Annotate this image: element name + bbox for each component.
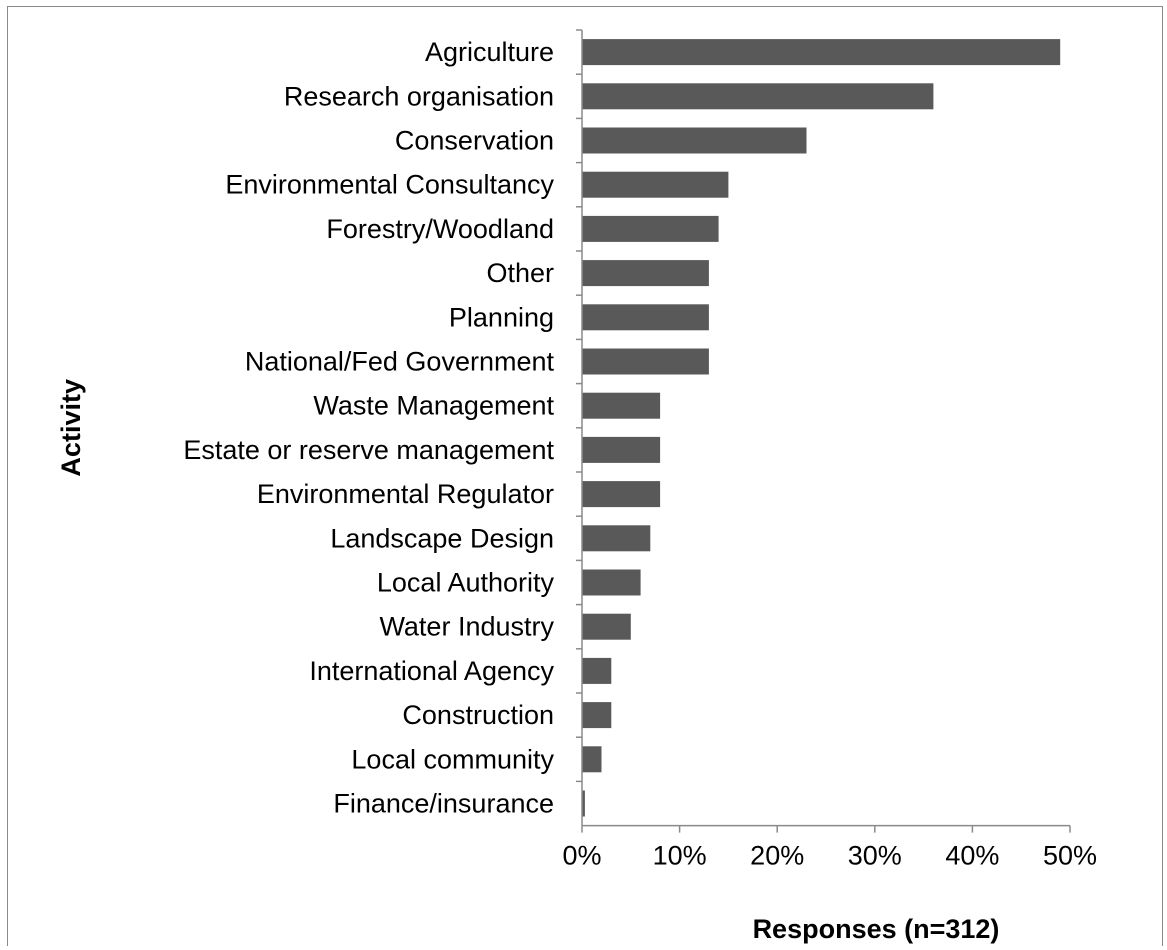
bar-13 (582, 569, 641, 596)
bar-18 (582, 790, 585, 817)
bar-14 (582, 613, 631, 640)
category-label: Finance/insurance (333, 789, 554, 819)
category-label: Local community (351, 744, 554, 774)
category-label: Water Industry (379, 612, 554, 642)
category-label: Construction (402, 700, 554, 730)
category-label: Forestry/Woodland (326, 214, 554, 244)
x-tick-label: 10% (653, 841, 707, 871)
category-label: Conservation (395, 126, 554, 156)
bars-group (582, 39, 1061, 817)
bar-12 (582, 525, 651, 552)
bar-11 (582, 481, 661, 508)
x-axis-title: Responses (n=312) (753, 914, 1000, 944)
bar-4 (582, 171, 729, 198)
category-label: International Agency (309, 656, 554, 686)
axes-group (576, 29, 1071, 833)
category-label: Environmental Consultancy (225, 170, 554, 200)
category-label: Landscape Design (330, 523, 554, 553)
chart-frame (7, 6, 1163, 946)
bar-6 (582, 260, 709, 287)
x-tick-label: 30% (848, 841, 902, 871)
x-tick-label: 50% (1043, 841, 1097, 871)
category-labels-group: Agriculture Research organisation Conserva… (183, 37, 554, 818)
bar-15 (582, 657, 612, 684)
tick-labels-group: 0% 10% 20% 30% 40% 50% (562, 841, 1097, 871)
bar-8 (582, 348, 709, 375)
category-label: Environmental Regulator (257, 479, 554, 509)
x-tick-label: 20% (750, 841, 804, 871)
bar-7 (582, 304, 709, 331)
bar-16 (582, 702, 612, 729)
bar-9 (582, 392, 661, 419)
category-label: Estate or reserve management (183, 435, 554, 465)
x-tick-label: 0% (562, 841, 601, 871)
y-axis-title: Activity (56, 379, 86, 477)
bar-10 (582, 436, 661, 463)
bar-5 (582, 215, 719, 242)
bar-17 (582, 746, 602, 773)
x-tick-label: 40% (945, 841, 999, 871)
category-label: Local Authority (377, 568, 555, 598)
category-label: Other (486, 258, 554, 288)
category-label: Agriculture (425, 37, 554, 67)
bar-3 (582, 127, 807, 154)
category-label: Research organisation (284, 81, 554, 111)
bar-2 (582, 83, 934, 110)
category-label: Waste Management (313, 391, 554, 421)
category-label: National/Fed Government (245, 347, 555, 377)
category-label: Planning (449, 302, 554, 332)
bar-1 (582, 39, 1061, 66)
